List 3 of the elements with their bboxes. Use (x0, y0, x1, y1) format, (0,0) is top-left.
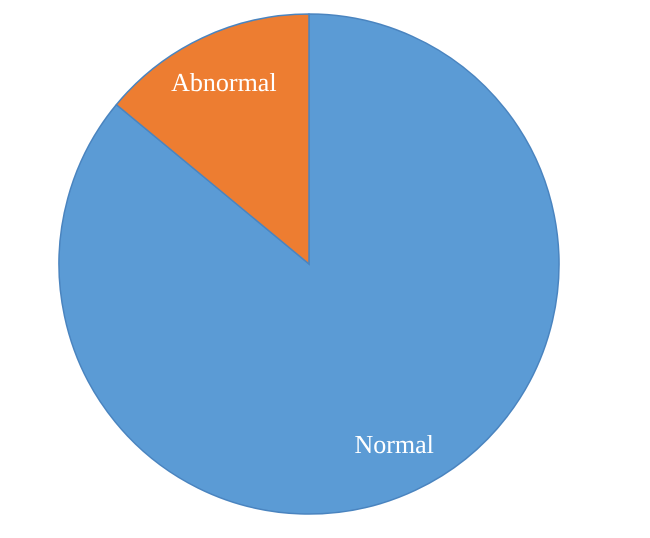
pie-slice (58, 13, 560, 514)
slice-label: Normal (354, 430, 434, 459)
slice-label: Abnormal (171, 68, 277, 98)
